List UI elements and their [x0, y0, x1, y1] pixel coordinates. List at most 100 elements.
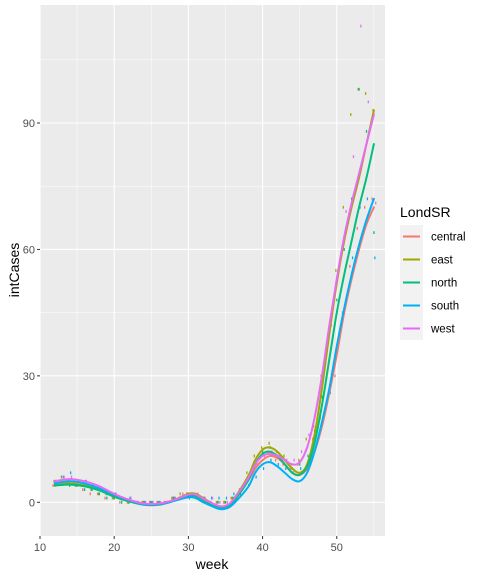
data-point-east	[179, 492, 181, 496]
data-point-east	[223, 500, 226, 504]
legend: LondSR central east north south west	[400, 204, 466, 340]
data-point-west	[182, 492, 184, 496]
data-point-west	[145, 500, 147, 504]
x-tick-label: 10	[34, 542, 46, 554]
data-point-north	[143, 500, 145, 504]
data-point-south	[144, 500, 146, 504]
data-point-west	[308, 433, 310, 437]
data-point-south	[62, 475, 64, 479]
data-point-central	[111, 496, 114, 500]
data-point-north	[217, 500, 219, 504]
data-point-west	[211, 496, 214, 500]
data-point-central	[230, 496, 232, 500]
data-point-central	[282, 462, 284, 466]
data-point-north	[83, 488, 86, 492]
data-point-east	[364, 92, 367, 95]
data-point-south	[151, 500, 153, 504]
legend-label-west: west	[430, 324, 455, 336]
y-tick-label: 30	[23, 371, 35, 383]
y-tick-label: 60	[23, 244, 35, 256]
data-point-north	[91, 488, 93, 492]
data-point-south	[173, 496, 176, 500]
data-point-north	[373, 231, 375, 234]
y-tick-label: 90	[23, 118, 35, 130]
x-axis-title: week	[195, 556, 230, 572]
data-point-east	[268, 441, 270, 445]
series-lines	[53, 109, 375, 511]
data-point-south	[351, 256, 354, 260]
data-point-east	[298, 458, 300, 462]
data-point-south	[277, 462, 280, 466]
legend-item-south: south	[400, 294, 459, 317]
data-point-north	[172, 496, 175, 500]
legend-label-south: south	[431, 301, 459, 313]
data-point-central	[126, 500, 128, 504]
data-point-east	[261, 446, 263, 449]
data-point-central	[349, 264, 351, 268]
data-point-north	[106, 496, 108, 500]
data-point-central	[356, 226, 358, 230]
data-point-west	[159, 500, 162, 504]
data-point-central	[52, 484, 54, 487]
data-point-east	[231, 496, 233, 500]
data-point-south	[374, 256, 376, 260]
data-point-east	[357, 87, 359, 91]
data-point-west	[174, 496, 177, 500]
data-point-central	[104, 496, 106, 500]
data-point-south	[225, 496, 228, 500]
data-point-central	[371, 197, 373, 201]
legend-label-north: north	[431, 278, 457, 290]
data-point-east	[246, 471, 248, 475]
data-point-south	[218, 496, 220, 500]
data-point-east	[157, 500, 159, 504]
data-point-south	[285, 467, 287, 470]
data-point-central	[148, 500, 151, 504]
data-point-west	[152, 500, 154, 504]
data-point-south	[159, 500, 161, 504]
data-point-central	[215, 500, 217, 504]
data-point-north	[150, 500, 152, 504]
data-point-north	[336, 298, 338, 302]
data-point-east	[350, 113, 352, 116]
data-point-south	[210, 496, 213, 500]
legend-item-west: west	[400, 317, 455, 340]
data-point-east	[149, 500, 152, 504]
data-point-central	[364, 205, 366, 209]
data-point-east	[142, 500, 144, 504]
data-point-north	[321, 395, 323, 399]
data-point-north	[358, 87, 360, 91]
data-point-east	[127, 500, 129, 504]
y-axis-title: intCases	[6, 243, 22, 297]
data-point-central	[82, 488, 84, 492]
data-point-north	[224, 500, 227, 504]
data-point-central	[289, 467, 292, 470]
data-point-north	[299, 462, 301, 466]
data-point-east	[216, 500, 218, 504]
data-point-east	[97, 492, 100, 496]
data-point-east	[172, 496, 174, 500]
data-point-west	[63, 475, 65, 479]
data-point-north	[232, 496, 234, 500]
data-point-east	[335, 269, 337, 272]
data-point-central	[96, 492, 99, 496]
data-point-west	[226, 500, 228, 504]
data-point-west	[70, 475, 73, 479]
data-point-west	[352, 155, 355, 159]
grid-major	[39, 5, 385, 536]
data-point-east	[112, 496, 114, 500]
data-point-central	[89, 492, 91, 496]
grid-minor	[40, 5, 385, 536]
x-axis-ticks: 10 20 30 40 50	[34, 536, 343, 554]
data-point-east	[283, 454, 285, 458]
x-tick-label: 30	[182, 542, 194, 554]
legend-label-central: central	[431, 232, 466, 244]
x-tick-label: 40	[256, 542, 268, 554]
data-point-central	[171, 496, 173, 500]
data-point-south	[307, 454, 309, 458]
data-point-west	[256, 462, 258, 466]
y-tick-label: 0	[29, 497, 35, 509]
data-point-north	[158, 500, 160, 504]
data-point-west	[375, 201, 377, 205]
x-tick-label: 20	[108, 542, 120, 554]
